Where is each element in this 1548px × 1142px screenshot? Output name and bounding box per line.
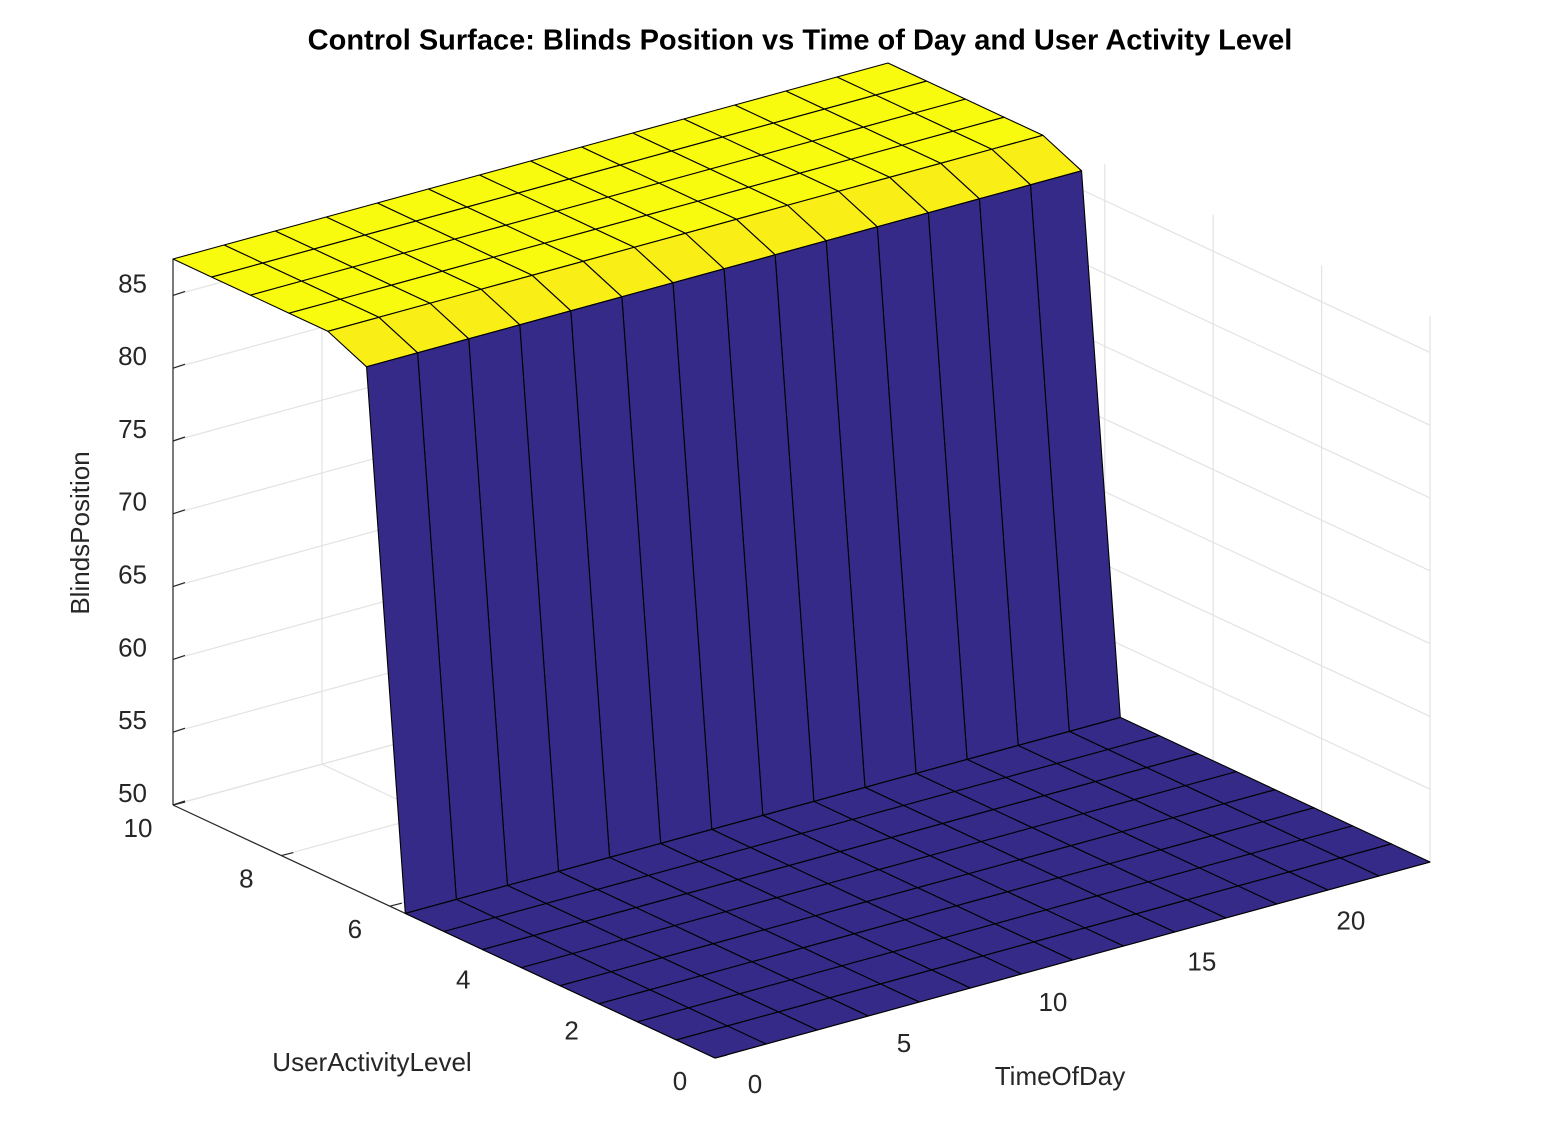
z-axis-label: BlindsPosition [65,451,95,614]
y-tick [281,852,294,857]
z-tick-label: 50 [118,778,147,808]
y-tick [389,902,402,907]
z-tick [172,582,186,588]
z-tick-label: 70 [118,487,147,517]
z-tick [172,436,186,442]
x-tick-label: 10 [1038,987,1067,1017]
z-tick [172,654,186,660]
z-tick [172,290,186,296]
x-tick-label: 5 [897,1028,911,1058]
z-tick [172,363,186,369]
x-tick-label: 0 [748,1069,762,1099]
z-tick-label: 60 [118,632,147,662]
z-tick-label: 65 [118,559,147,589]
x-axis-label: TimeOfDay [995,1061,1126,1091]
y-tick-label: 6 [348,914,362,944]
z-tick [172,727,186,733]
y-tick-label: 0 [673,1066,687,1096]
z-tick-label: 80 [118,341,147,371]
y-tick-label: 2 [564,1015,578,1045]
surface-face [675,1025,767,1059]
x-tick-label: 15 [1187,946,1216,976]
z-tick-label: 75 [118,414,147,444]
y-tick-label: 4 [456,965,470,995]
y-tick [172,801,186,806]
z-tick-label: 85 [118,268,147,298]
chart-title: Control Surface: Blinds Position vs Time… [308,25,1293,57]
x-tick-label: 20 [1336,906,1365,936]
z-tick-label: 55 [118,705,147,735]
z-tick [172,509,186,515]
y-axis-label: UserActivityLevel [272,1047,471,1077]
y-tick-label: 8 [239,863,253,893]
y-tick-label: 10 [124,813,153,843]
